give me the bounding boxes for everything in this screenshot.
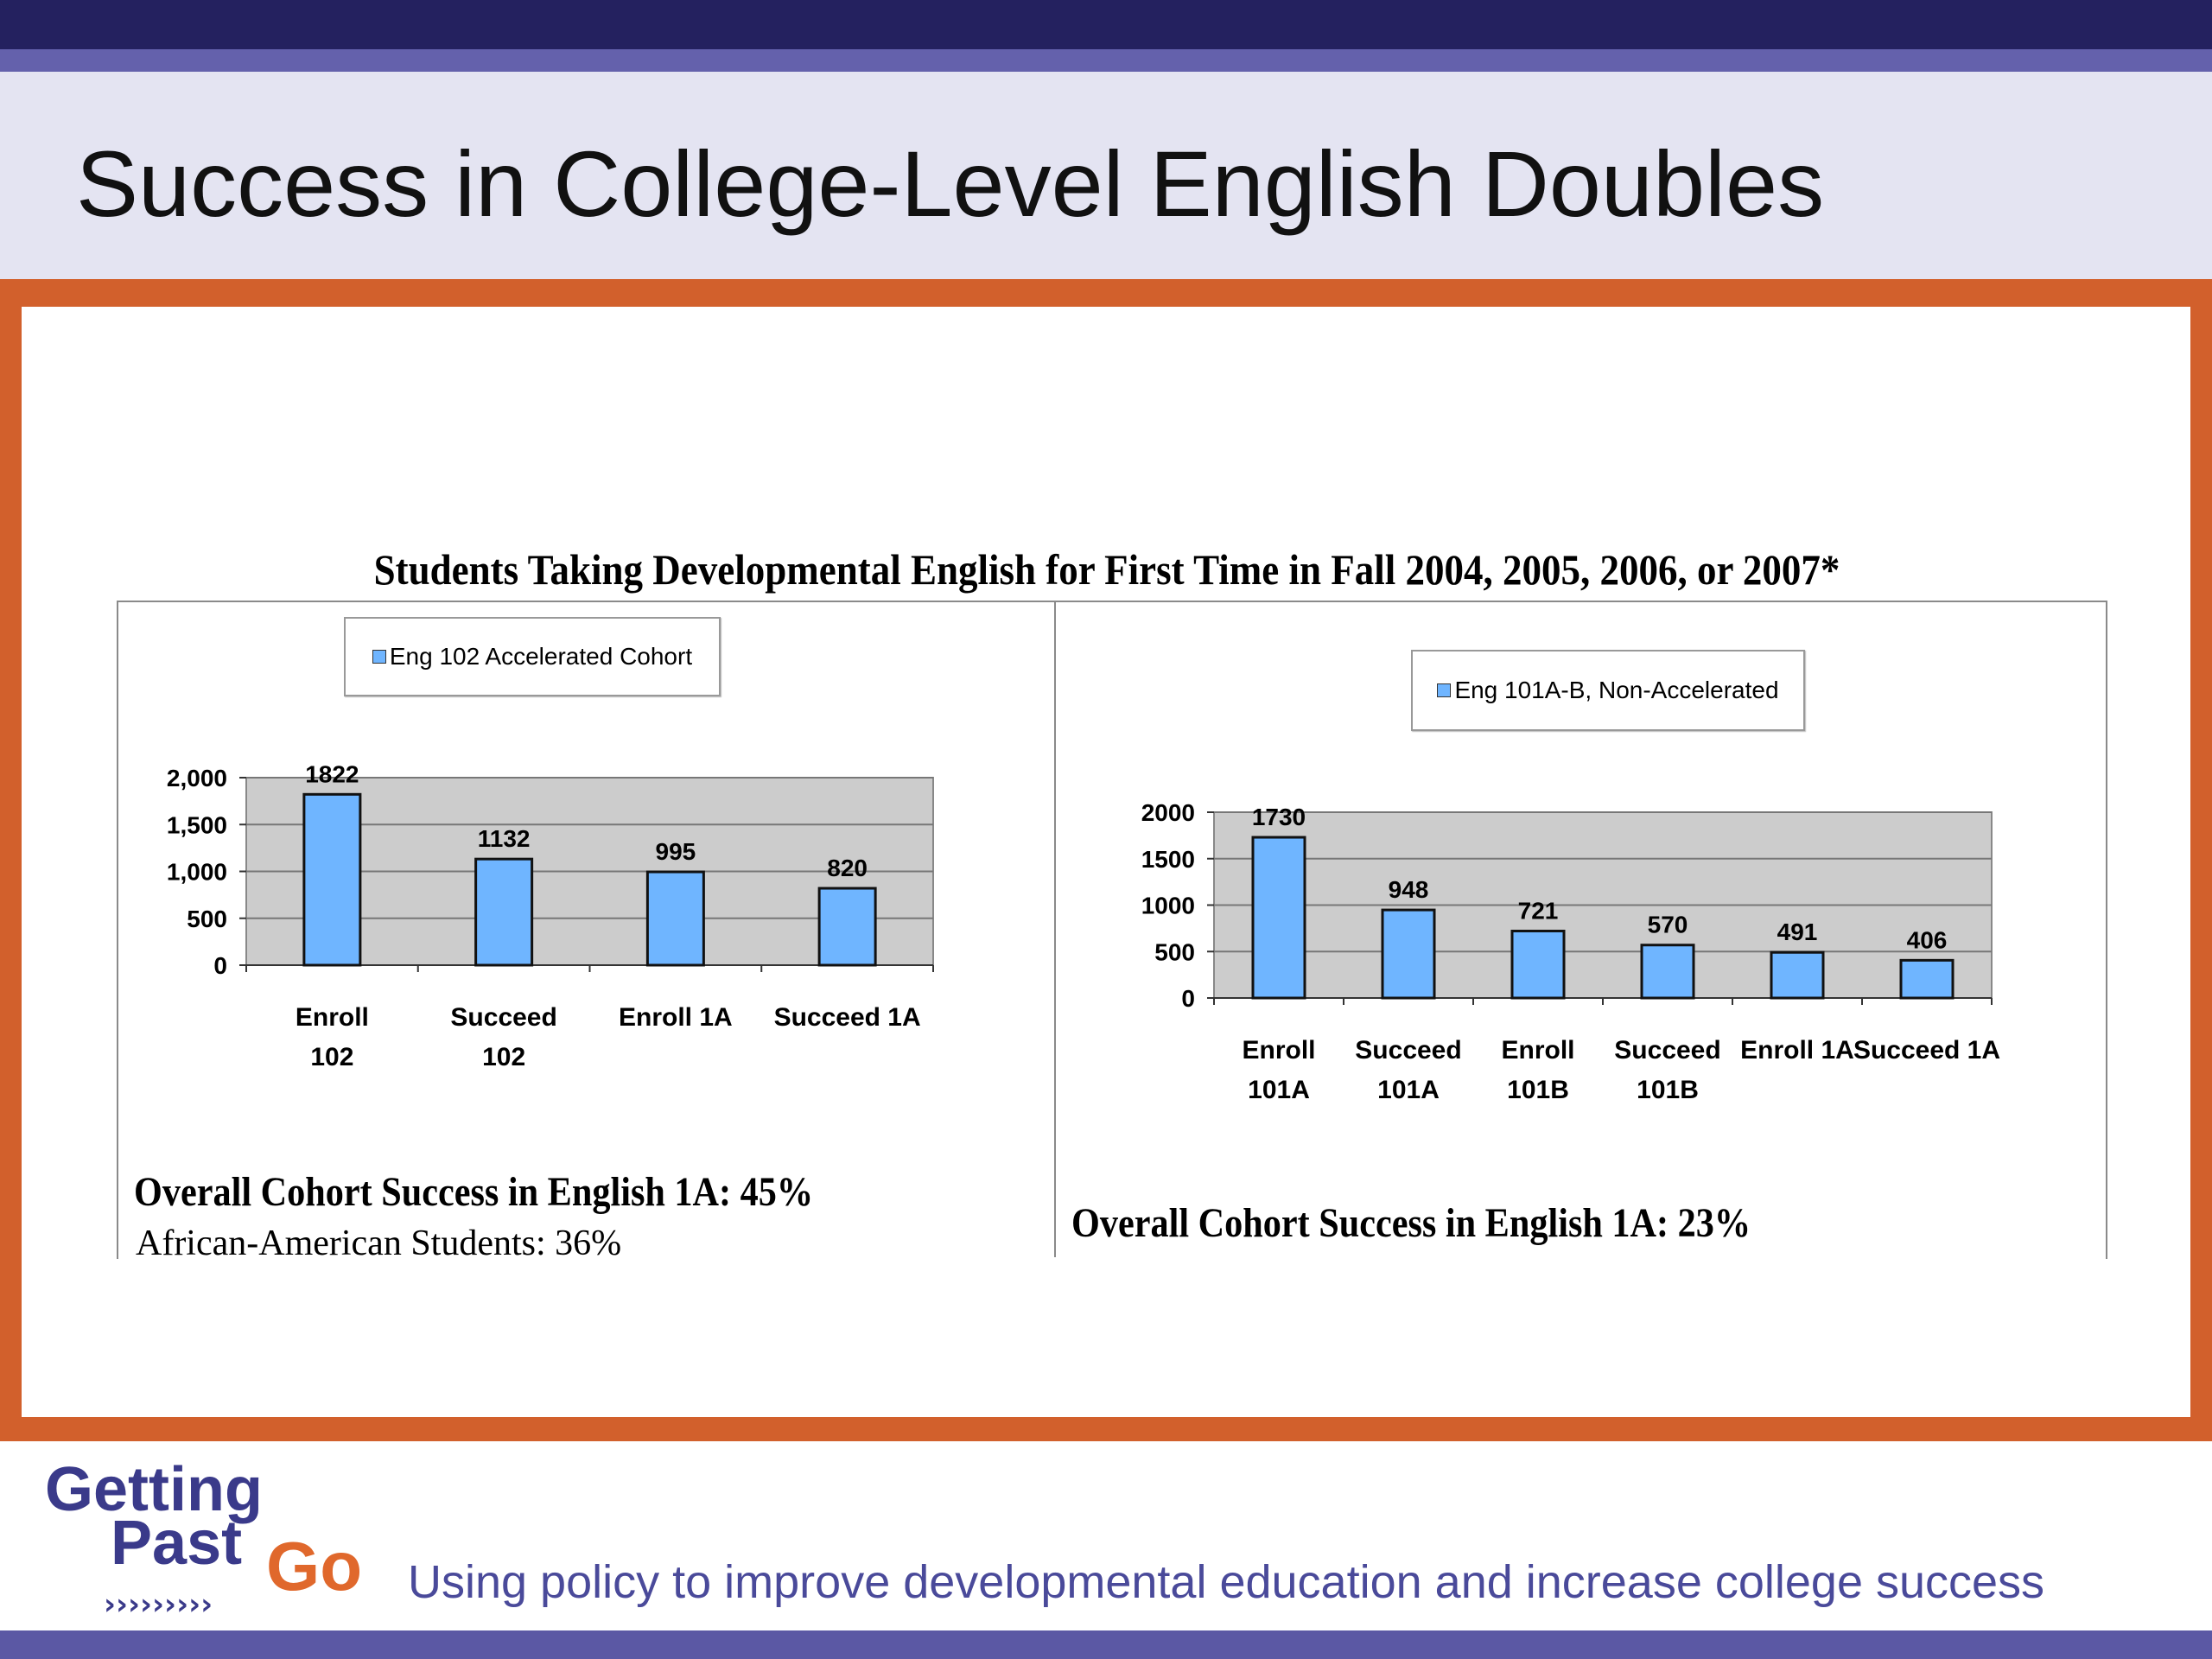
x-tick-label: Succeed 1A (1853, 1036, 2000, 1065)
bar (1381, 908, 1436, 1000)
y-tick-label: 500 (1154, 938, 1195, 965)
bar (474, 857, 534, 967)
page-title: Success in College-Level English Doubles (76, 131, 1825, 236)
tagline: Using policy to improve developmental ed… (408, 1556, 2045, 1608)
data-label: 406 (1907, 926, 1948, 953)
x-tick-label: Enroll (1501, 1036, 1574, 1065)
bar (645, 870, 705, 967)
bar (1899, 958, 1955, 1000)
y-tick-label: 1,000 (167, 859, 227, 886)
bar (1510, 929, 1566, 1000)
y-tick-label: 500 (187, 906, 227, 932)
data-label: 570 (1648, 912, 1688, 938)
bar-chart-right: 0 500 1000 1500 2000 1730 Enroll 101A 948 Succeed… (1141, 799, 2000, 1104)
data-label: 820 (827, 855, 868, 881)
x-tick-label: Enroll 1A (619, 1003, 733, 1032)
figure-title: Students Taking Developmental English fo… (373, 545, 1840, 594)
logo-past: Past (111, 1509, 242, 1578)
logo-getting: Getting (45, 1455, 263, 1524)
y-tick-label: 1,500 (167, 811, 227, 838)
y-tick-label: 0 (213, 952, 227, 979)
y-tick-label: 2000 (1141, 799, 1195, 826)
x-tick-label: 101B (1637, 1076, 1699, 1104)
header-top-bar (0, 0, 2212, 49)
legend-label: Eng 102 Accelerated Cohort (389, 643, 693, 670)
x-tick-label: Succeed (1355, 1036, 1461, 1065)
data-label: 995 (656, 838, 696, 865)
data-label: 1132 (478, 825, 531, 852)
x-tick-label: Enroll (1242, 1036, 1315, 1065)
bar-chart-left: 0 500 1,000 1,500 2,000 1822 Enroll 102 1132 Succ… (167, 760, 934, 1071)
logo-arrows: ››››››››› (104, 1587, 213, 1622)
data-label: 948 (1389, 876, 1429, 903)
x-tick-label: 101B (1507, 1076, 1569, 1104)
x-tick-label: Enroll (296, 1003, 369, 1032)
x-tick-label: 102 (482, 1043, 525, 1071)
bar (1640, 944, 1695, 1000)
data-label: 1730 (1252, 804, 1306, 830)
title-band (0, 72, 2212, 279)
y-tick-label: 1000 (1141, 893, 1195, 919)
x-tick-label: 101A (1248, 1076, 1310, 1104)
left-sub: African-American Students: 36% (136, 1224, 622, 1255)
y-tick-label: 1500 (1141, 846, 1195, 873)
legend-label: Eng 101A-B, Non-Accelerated (1454, 677, 1779, 703)
header-accent-bar (0, 49, 2212, 72)
x-tick-label: Succeed (1614, 1036, 1720, 1065)
x-tick-label: Succeed (450, 1003, 556, 1032)
y-tick-label: 0 (1181, 985, 1195, 1012)
legend-swatch (1437, 683, 1452, 697)
bar (817, 887, 877, 967)
left-summary: Overall Cohort Success in English 1A: 45… (134, 1169, 814, 1215)
legend-swatch (372, 650, 386, 664)
x-tick-label: Enroll 1A (1740, 1036, 1854, 1065)
bar (1770, 950, 1825, 1000)
logo-go: Go (266, 1528, 362, 1605)
data-label: 721 (1518, 897, 1559, 924)
footer-bar (0, 1630, 2212, 1659)
bar (302, 792, 362, 967)
legend-right: Eng 101A-B, Non-Accelerated (1411, 650, 1805, 731)
data-label: 1822 (305, 760, 359, 787)
panel-divider (1054, 602, 1056, 1257)
y-tick-label: 2,000 (167, 765, 227, 791)
data-label: 491 (1777, 918, 1818, 945)
right-summary: Overall Cohort Success in English 1A: 23… (1071, 1200, 1751, 1246)
getting-past-go-logo: Getting Past Go ››››››››› (45, 1455, 362, 1622)
x-tick-label: 101A (1377, 1076, 1440, 1104)
legend-left: Eng 102 Accelerated Cohort (344, 617, 721, 696)
x-tick-label: Succeed 1A (774, 1003, 921, 1032)
bar (1251, 836, 1306, 1000)
x-tick-label: 102 (310, 1043, 353, 1071)
